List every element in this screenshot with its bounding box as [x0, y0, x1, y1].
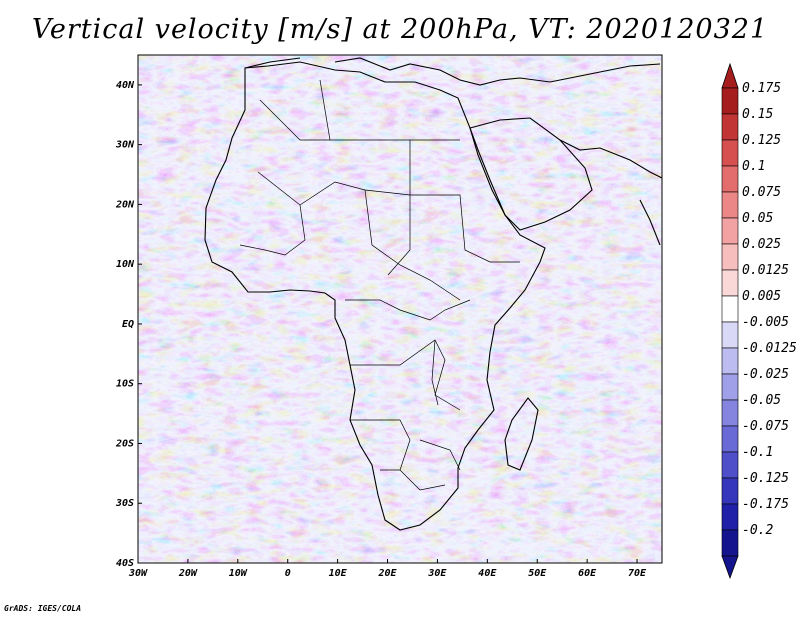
lat-label: 20S	[115, 438, 134, 449]
lat-label: 10S	[116, 379, 134, 390]
lon-label: 10E	[329, 568, 348, 579]
colorbar-min-arrow	[721, 555, 739, 580]
colorbar-segment	[721, 503, 739, 531]
colorbar-label: -0.005	[742, 315, 789, 330]
colorbar-segment	[721, 87, 739, 115]
colorbar-segment	[721, 295, 739, 323]
colorbar-label: -0.0125	[742, 341, 797, 356]
colorbar-segment	[721, 191, 739, 219]
lat-label: 40S	[116, 558, 134, 569]
colorbar-segment	[721, 373, 739, 401]
lat-label: 20N	[115, 199, 135, 210]
longitude-axis: 30W 20W 10W 0 10E 20E 30E 40E 50E 60E 70E	[128, 559, 647, 579]
colorbar-segment	[721, 477, 739, 505]
colorbar-segment	[721, 529, 739, 557]
colorbar-label: 0.125	[742, 133, 781, 148]
lat-label: 30N	[115, 140, 135, 151]
colorbar-label: 0.15	[742, 107, 773, 122]
colorbar: 0.175 0.15 0.125 0.1 0.075 0.05 0.025 0.0125 0.0…	[721, 62, 797, 580]
india-coast	[639, 199, 661, 246]
lat-label: 30S	[115, 498, 134, 509]
grads-credit: GrADS: IGES/COLA	[4, 604, 82, 613]
lon-label: 30W	[128, 568, 148, 579]
colorbar-label: 0.025	[742, 237, 781, 252]
lon-label: 40E	[478, 568, 497, 579]
colorbar-label: -0.1	[742, 445, 773, 460]
colorbar-label: -0.075	[742, 419, 789, 434]
colorbar-segment	[721, 139, 739, 167]
colorbar-label: 0.05	[742, 211, 773, 226]
colorbar-label: -0.125	[742, 471, 789, 486]
colorbar-segment	[721, 243, 739, 271]
colorbar-segment	[721, 451, 739, 479]
colorbar-max-arrow	[721, 62, 739, 89]
country-borders	[239, 79, 520, 491]
lat-label: EQ	[122, 319, 134, 330]
colorbar-segment	[721, 321, 739, 349]
colorbar-label: 0.0125	[742, 263, 789, 278]
africa-coastline	[204, 61, 546, 531]
lon-label: 10W	[229, 568, 248, 579]
madagascar	[504, 397, 539, 471]
colorbar-label: 0.175	[742, 81, 781, 96]
lon-label: 50E	[528, 568, 547, 579]
colorbar-segment	[721, 113, 739, 141]
lon-label: 20W	[178, 568, 198, 579]
colorbar-label: -0.05	[742, 393, 781, 408]
colorbar-label: -0.175	[742, 497, 789, 512]
colorbar-label: 0.005	[742, 289, 781, 304]
lat-label: 10N	[116, 259, 135, 270]
persian-gulf-coast	[559, 139, 662, 179]
velocity-field	[138, 55, 662, 563]
chart-title: Vertical velocity [m/s] at 200hPa, VT: 2…	[31, 14, 769, 45]
plot-frame	[137, 54, 663, 564]
mediterranean-europe	[244, 57, 661, 86]
lon-label: 30E	[427, 568, 447, 579]
colorbar-segment	[721, 217, 739, 245]
lat-label: 40N	[116, 80, 135, 91]
colorbar-segment	[721, 165, 739, 193]
colorbar-label: -0.025	[742, 367, 789, 382]
colorbar-segment	[721, 399, 739, 427]
lon-label: 60E	[578, 568, 597, 579]
colorbar-label: 0.075	[742, 185, 781, 200]
colorbar-segment	[721, 425, 739, 453]
colorbar-segment	[721, 347, 739, 375]
lon-label: 70E	[628, 568, 647, 579]
lon-label: 0	[285, 568, 291, 579]
lon-label: 20E	[377, 568, 397, 579]
latitude-axis: 40N 30N 20N 10N EQ 10S 20S 30S 40S	[115, 80, 142, 569]
arabian-peninsula	[469, 117, 593, 231]
coastlines	[204, 57, 662, 531]
colorbar-segment	[721, 269, 739, 297]
colorbar-label: 0.1	[742, 159, 765, 174]
colorbar-label: -0.2	[742, 523, 773, 538]
